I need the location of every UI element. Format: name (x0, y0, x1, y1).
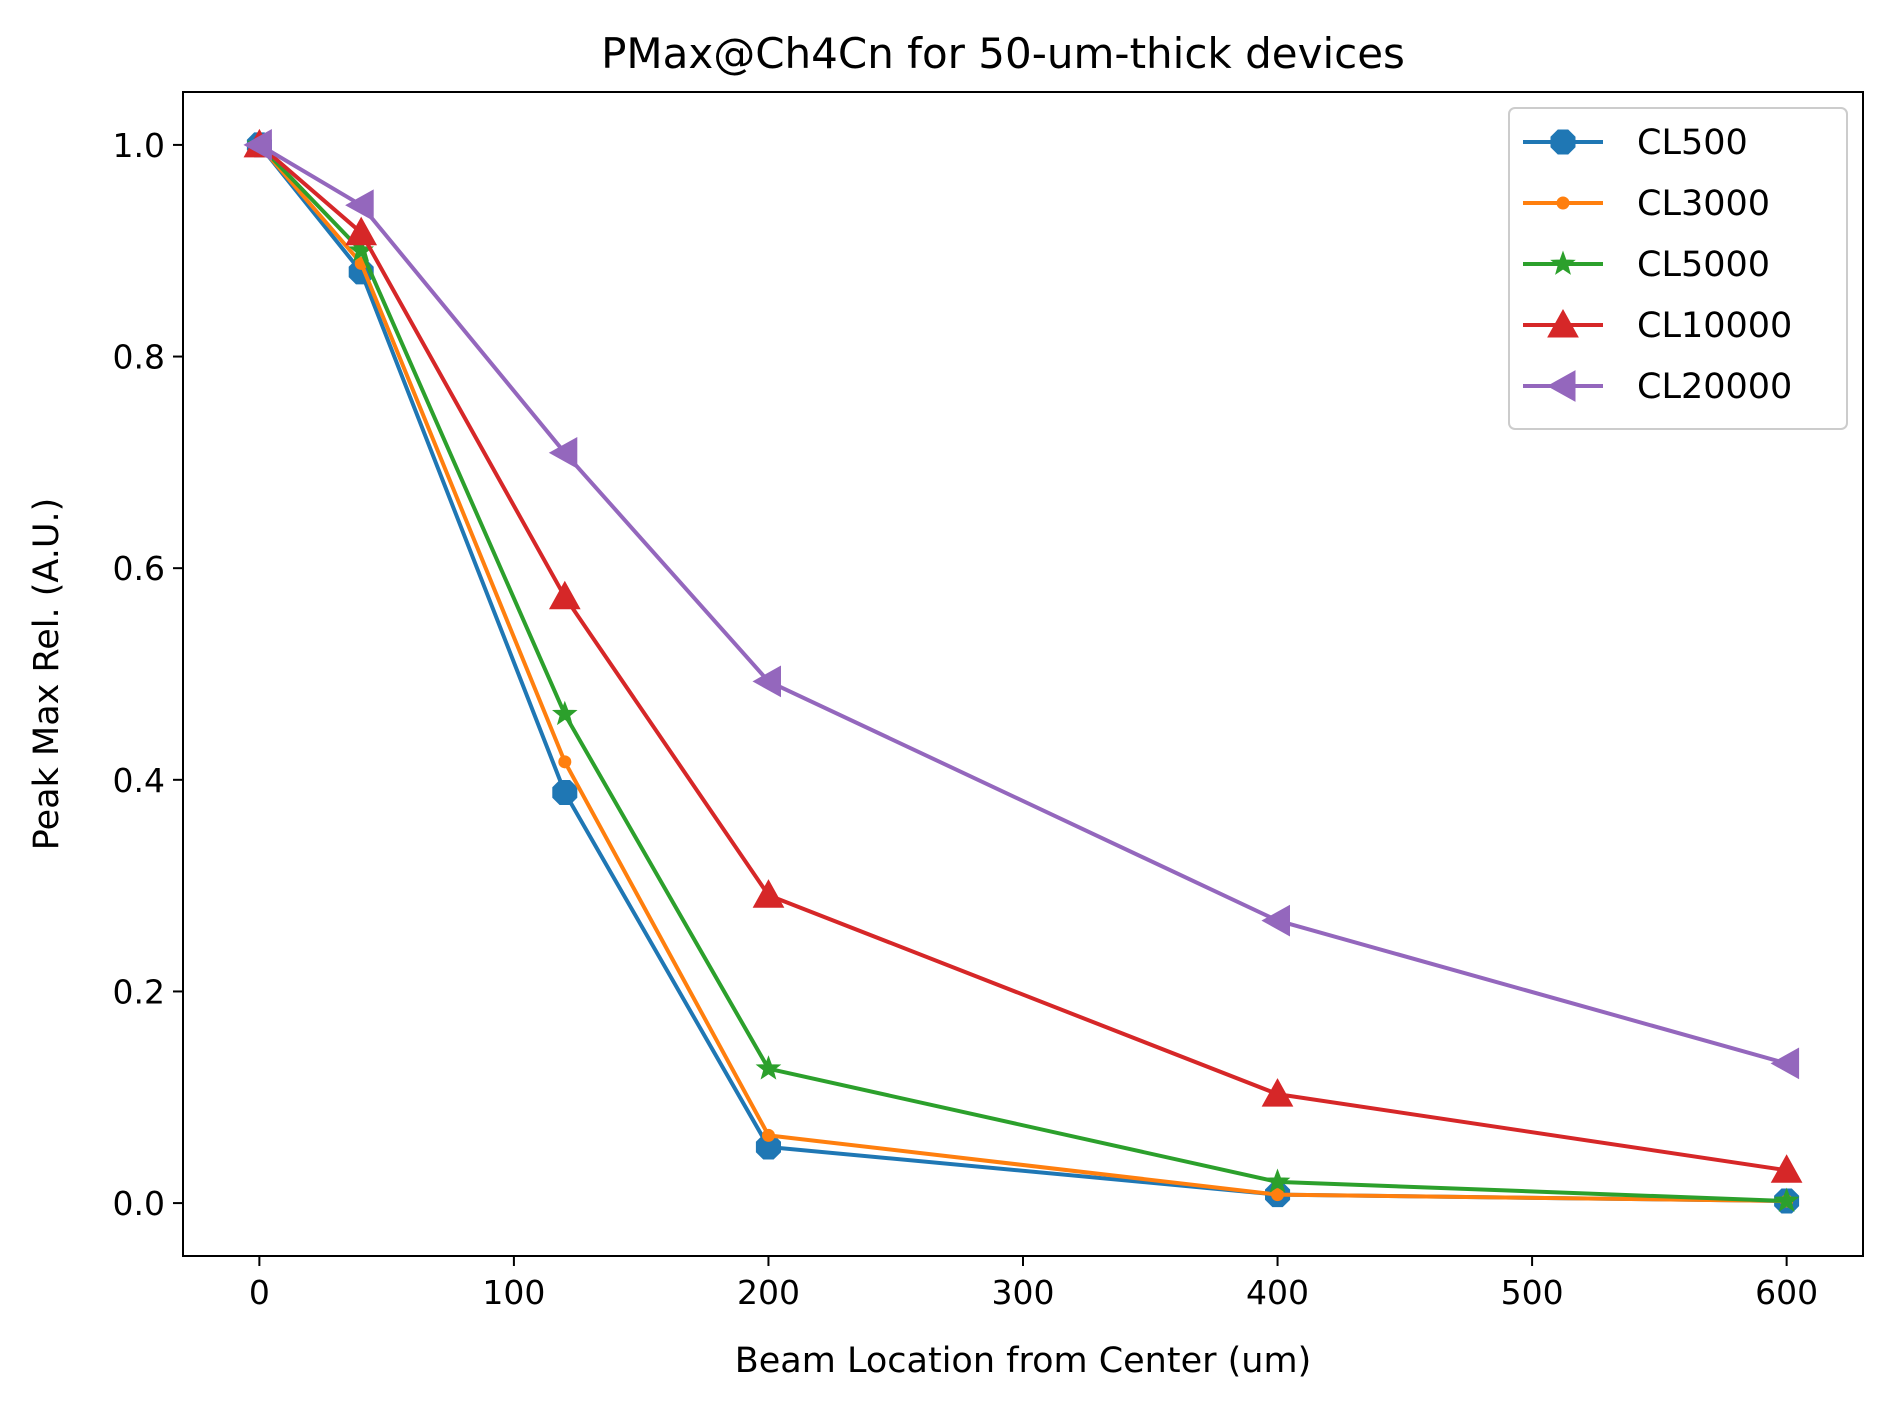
data-point (1261, 1078, 1294, 1107)
y-tick-label: 0.2 (113, 972, 165, 1011)
series-line (258, 143, 1788, 1066)
x-tick-label: 100 (482, 1273, 545, 1312)
data-point (1770, 1154, 1803, 1183)
series-line (258, 143, 1787, 1173)
data-point (548, 580, 581, 610)
data-point (755, 1055, 782, 1080)
x-tick-label: 600 (1755, 1273, 1818, 1312)
legend-marker (1556, 196, 1570, 210)
data-point (1271, 1188, 1285, 1202)
y-tick-label: 0.0 (113, 1184, 165, 1223)
x-axis: 0 100 200 300 400 500 600 (249, 1256, 1818, 1312)
legend-label: CL5000 (1637, 245, 1770, 285)
legend-item: CL20000 (1523, 367, 1792, 407)
x-tick-label: 200 (737, 1273, 800, 1312)
series-CL20000 (243, 129, 1800, 1080)
y-tick-label: 1.0 (113, 126, 165, 165)
x-tick-label: 400 (1246, 1273, 1309, 1312)
data-point (761, 1128, 775, 1142)
y-tick-label: 0.8 (113, 338, 165, 377)
chart-title: PMax@Ch4Cn for 50-um-thick devices (601, 29, 1405, 78)
x-tick-label: 300 (992, 1273, 1055, 1312)
legend-label: CL500 (1637, 123, 1748, 163)
y-tick-label: 0.4 (113, 761, 165, 800)
data-point (548, 436, 578, 469)
legend-item: CL3000 (1523, 184, 1770, 224)
legend-marker (1547, 308, 1579, 338)
data-point (552, 700, 578, 726)
legend: CL500 CL3000 CL5000 CL10000 CL20000 (1508, 107, 1848, 430)
data-point (755, 1134, 781, 1160)
data-point (1770, 1047, 1800, 1080)
data-point (1773, 1187, 1800, 1212)
data-point (558, 755, 572, 769)
data-point (552, 780, 578, 805)
legend-marker (1546, 370, 1576, 402)
legend-item: CL10000 (1523, 306, 1792, 346)
series-layer (243, 128, 1803, 1214)
data-point (243, 129, 272, 161)
legend-label: CL10000 (1637, 306, 1792, 346)
x-axis-label: Beam Location from Center (um) (735, 1341, 1311, 1381)
y-axis-label: Peak Max Rel. (A.U.) (27, 498, 67, 850)
data-point (752, 665, 781, 698)
legend-item: CL5000 (1523, 245, 1770, 285)
legend-marker (1550, 129, 1576, 155)
data-point (345, 216, 378, 246)
x-tick-label: 0 (249, 1273, 270, 1312)
y-tick-label: 0.6 (113, 549, 165, 588)
data-point (1264, 1168, 1291, 1193)
data-point (752, 879, 785, 908)
legend-label: CL3000 (1637, 184, 1770, 224)
legend-item: CL500 (1523, 123, 1748, 163)
legend-box (1508, 107, 1848, 430)
legend-label: CL20000 (1637, 367, 1792, 407)
series-line (257, 143, 1787, 1203)
series-line (257, 143, 1787, 1203)
data-point (1261, 904, 1290, 937)
x-tick-label: 500 (1501, 1273, 1564, 1312)
y-axis: 0.0 0.2 0.4 0.6 0.8 1.0 (113, 126, 183, 1223)
data-point (345, 189, 374, 222)
legend-marker (1550, 250, 1576, 275)
